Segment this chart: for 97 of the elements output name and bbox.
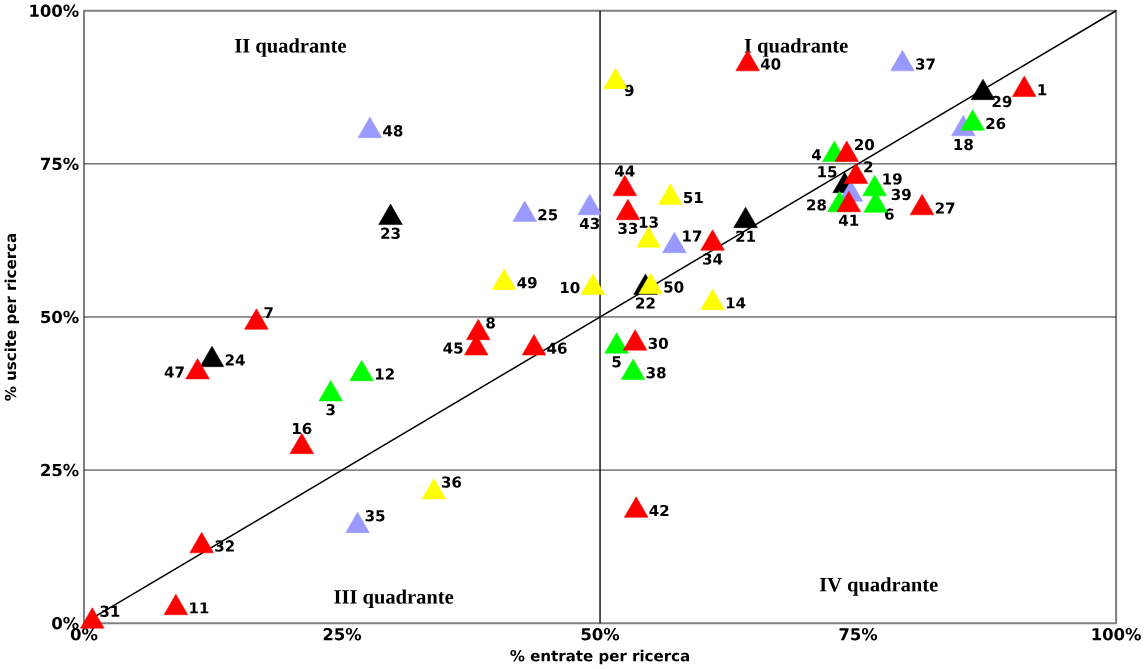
y-tick-label: 0% [52,617,79,630]
annotation: 26 [986,117,1006,130]
annotation: 39 [891,188,911,201]
annotation: 7 [264,307,273,319]
y-axis-title: % uscite per ricerca [4,234,20,401]
annotation: 27 [935,202,955,214]
annotation: 45 [443,342,463,354]
annotation: 38 [646,367,666,379]
y-tick-label: 100% [30,4,79,18]
annotation: 20 [855,138,875,151]
point [378,203,403,225]
annotation: 2 [864,161,873,173]
point [185,358,210,380]
annotation: 5 [612,356,621,368]
point [700,229,725,251]
annotation: 31 [100,605,120,618]
x-tick-label: 50% [581,628,620,641]
annotation: 1 [1038,84,1047,96]
annotation: 10 [561,281,580,294]
annotation: 4 [811,149,822,161]
annotation: 28 [807,199,826,211]
annotation: 19 [883,173,902,185]
y-tick-label: 50% [41,310,79,324]
annotation: 22 [636,297,655,309]
y-tick-label: 75% [41,157,79,171]
point [163,593,188,616]
annotation: I quadrante [744,38,848,57]
annotation: 46 [547,342,567,354]
point [512,200,537,222]
point [604,332,629,354]
point [580,273,605,295]
point [733,206,758,228]
annotation: 9 [624,84,634,97]
annotation: 49 [517,277,537,289]
point [357,116,383,138]
point [658,183,683,205]
annotation: 3 [326,404,335,416]
annotation: 33 [618,222,638,235]
point [620,358,646,380]
point [577,194,602,216]
annotation: 43 [579,217,599,230]
annotation: 18 [954,138,973,151]
annotation: 41 [838,214,859,226]
point [349,360,374,382]
y-tick-label: 25% [41,463,79,477]
point [615,198,641,221]
annotation: 51 [683,192,703,204]
annotation: 29 [992,95,1012,108]
annotation: 32 [215,540,234,552]
point [836,190,861,213]
point [636,226,661,248]
annotation: 11 [190,602,209,614]
annotation: 40 [760,58,781,70]
annotation: 14 [726,297,746,309]
annotation: 15 [818,166,837,178]
x-tick-label: 75% [839,628,878,641]
annotation: 37 [916,58,935,70]
annotation: 44 [615,165,635,177]
annotation: 48 [383,125,403,137]
annotation: II quadrante [235,38,346,57]
annotation: 42 [649,504,669,517]
annotation: 8 [486,317,495,329]
point [890,50,915,72]
point [521,334,547,356]
annotation: 16 [293,422,312,435]
annotation: 23 [381,227,400,240]
annotation: 47 [164,366,184,378]
annotation: 12 [375,368,394,380]
point [189,532,214,554]
point [700,288,725,311]
annotation: 50 [664,281,684,293]
point [612,175,637,197]
annotation: 35 [365,510,385,522]
point [624,496,649,518]
annotation: 17 [683,230,702,242]
annotation: 6 [885,208,894,220]
point [909,194,935,216]
x-axis-title: % entrate per ricerca [510,649,690,665]
annotation: 21 [736,230,755,242]
x-tick-label: 0% [70,628,98,641]
x-tick-label: 100% [1092,628,1141,641]
annotation: IV quadrante [819,577,938,596]
annotation: 25 [538,209,558,221]
annotation: 34 [703,253,723,265]
point [199,345,225,367]
annotation: 36 [442,476,462,488]
annotation: 24 [225,354,245,366]
x-tick-label: 25% [323,628,362,641]
point [1012,75,1037,97]
point [623,329,648,351]
point [960,109,985,131]
point [638,273,663,295]
annotation: 30 [648,337,668,350]
annotation: III quadrante [334,589,454,609]
annotation: 13 [639,216,658,228]
point [491,268,517,290]
point [318,380,343,402]
